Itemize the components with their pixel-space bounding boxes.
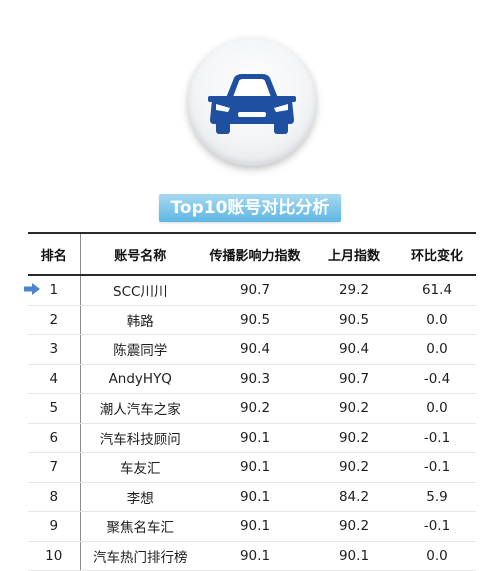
- last-month-index-cell: 84.2: [310, 482, 398, 512]
- influence-index-cell: 90.1: [200, 511, 310, 542]
- last-month-index-cell: 90.2: [310, 393, 398, 424]
- account-name-cell: SCC川川: [80, 275, 200, 306]
- table-row: 7 车友汇 90.1 90.2 -0.1: [28, 452, 476, 483]
- header-change: 环比变化: [398, 232, 476, 276]
- rank-cell: 2: [28, 305, 81, 335]
- table-row: 2 韩路 90.5 90.5 0.0: [28, 305, 476, 335]
- last-month-index-cell: 90.2: [310, 511, 398, 542]
- change-cell: -0.4: [398, 364, 476, 394]
- car-badge: [188, 38, 316, 166]
- rank-cell: 10: [28, 541, 81, 571]
- influence-index-cell: 90.2: [200, 393, 310, 424]
- table-row: 8 李想 90.1 84.2 5.9: [28, 482, 476, 512]
- header-last-month-index: 上月指数: [310, 232, 398, 276]
- last-month-index-cell: 29.2: [310, 275, 398, 306]
- influence-index-cell: 90.1: [200, 452, 310, 483]
- ranking-table: 排名 账号名称 传播影响力指数 上月指数 环比变化 1 SCC川川 90.7 29.2…: [28, 232, 476, 571]
- last-month-index-cell: 90.1: [310, 541, 398, 571]
- table-row: 1 SCC川川 90.7 29.2 61.4: [28, 275, 476, 306]
- table-row: 9 聚焦名车汇 90.1 90.2 -0.1: [28, 511, 476, 542]
- table-row: 5 潮人汽车之家 90.2 90.2 0.0: [28, 393, 476, 424]
- account-name-cell: AndyHYQ: [80, 364, 200, 394]
- last-month-index-cell: 90.4: [310, 334, 398, 365]
- influence-index-cell: 90.3: [200, 364, 310, 394]
- table-row: 4 AndyHYQ 90.3 90.7 -0.4: [28, 364, 476, 394]
- change-cell: 5.9: [398, 482, 476, 512]
- account-name-cell: 李想: [80, 482, 200, 512]
- table-row: 6 汽车科技顾问 90.1 90.2 -0.1: [28, 423, 476, 453]
- header-rank: 排名: [28, 232, 81, 276]
- influence-index-cell: 90.1: [200, 482, 310, 512]
- table-row: 3 陈震同学 90.4 90.4 0.0: [28, 334, 476, 365]
- change-cell: 0.0: [398, 334, 476, 365]
- rank-cell: 5: [28, 393, 81, 424]
- table-header-row: 排名 账号名称 传播影响力指数 上月指数 环比变化: [28, 232, 476, 276]
- change-cell: 0.0: [398, 541, 476, 571]
- last-month-index-cell: 90.7: [310, 364, 398, 394]
- influence-index-cell: 90.1: [200, 541, 310, 571]
- report-title: Top10账号对比分析: [159, 194, 341, 222]
- account-name-cell: 潮人汽车之家: [80, 393, 200, 424]
- table-row: 10 汽车热门排行榜 90.1 90.1 0.0: [28, 541, 476, 571]
- change-cell: -0.1: [398, 511, 476, 542]
- influence-index-cell: 90.4: [200, 334, 310, 365]
- change-cell: 0.0: [398, 305, 476, 335]
- change-cell: -0.1: [398, 423, 476, 453]
- car-icon: [208, 74, 296, 134]
- header-account-name: 账号名称: [80, 232, 200, 276]
- rank-cell: 9: [28, 511, 81, 542]
- account-name-cell: 车友汇: [80, 452, 200, 483]
- last-month-index-cell: 90.2: [310, 423, 398, 453]
- rank-cell: 6: [28, 423, 81, 453]
- rank-cell: 1: [28, 275, 81, 306]
- change-cell: 61.4: [398, 275, 476, 306]
- rank-cell: 3: [28, 334, 81, 365]
- change-cell: -0.1: [398, 452, 476, 483]
- account-name-cell: 汽车科技顾问: [80, 423, 200, 453]
- last-month-index-cell: 90.5: [310, 305, 398, 335]
- account-name-cell: 陈震同学: [80, 334, 200, 365]
- account-name-cell: 汽车热门排行榜: [80, 541, 200, 571]
- header-influence-index: 传播影响力指数: [200, 232, 310, 276]
- last-month-index-cell: 90.2: [310, 452, 398, 483]
- change-cell: 0.0: [398, 393, 476, 424]
- rank-cell: 7: [28, 452, 81, 483]
- influence-index-cell: 90.5: [200, 305, 310, 335]
- account-name-cell: 韩路: [80, 305, 200, 335]
- account-name-cell: 聚焦名车汇: [80, 511, 200, 542]
- influence-index-cell: 90.7: [200, 275, 310, 306]
- rank-cell: 4: [28, 364, 81, 394]
- influence-index-cell: 90.1: [200, 423, 310, 453]
- rank-cell: 8: [28, 482, 81, 512]
